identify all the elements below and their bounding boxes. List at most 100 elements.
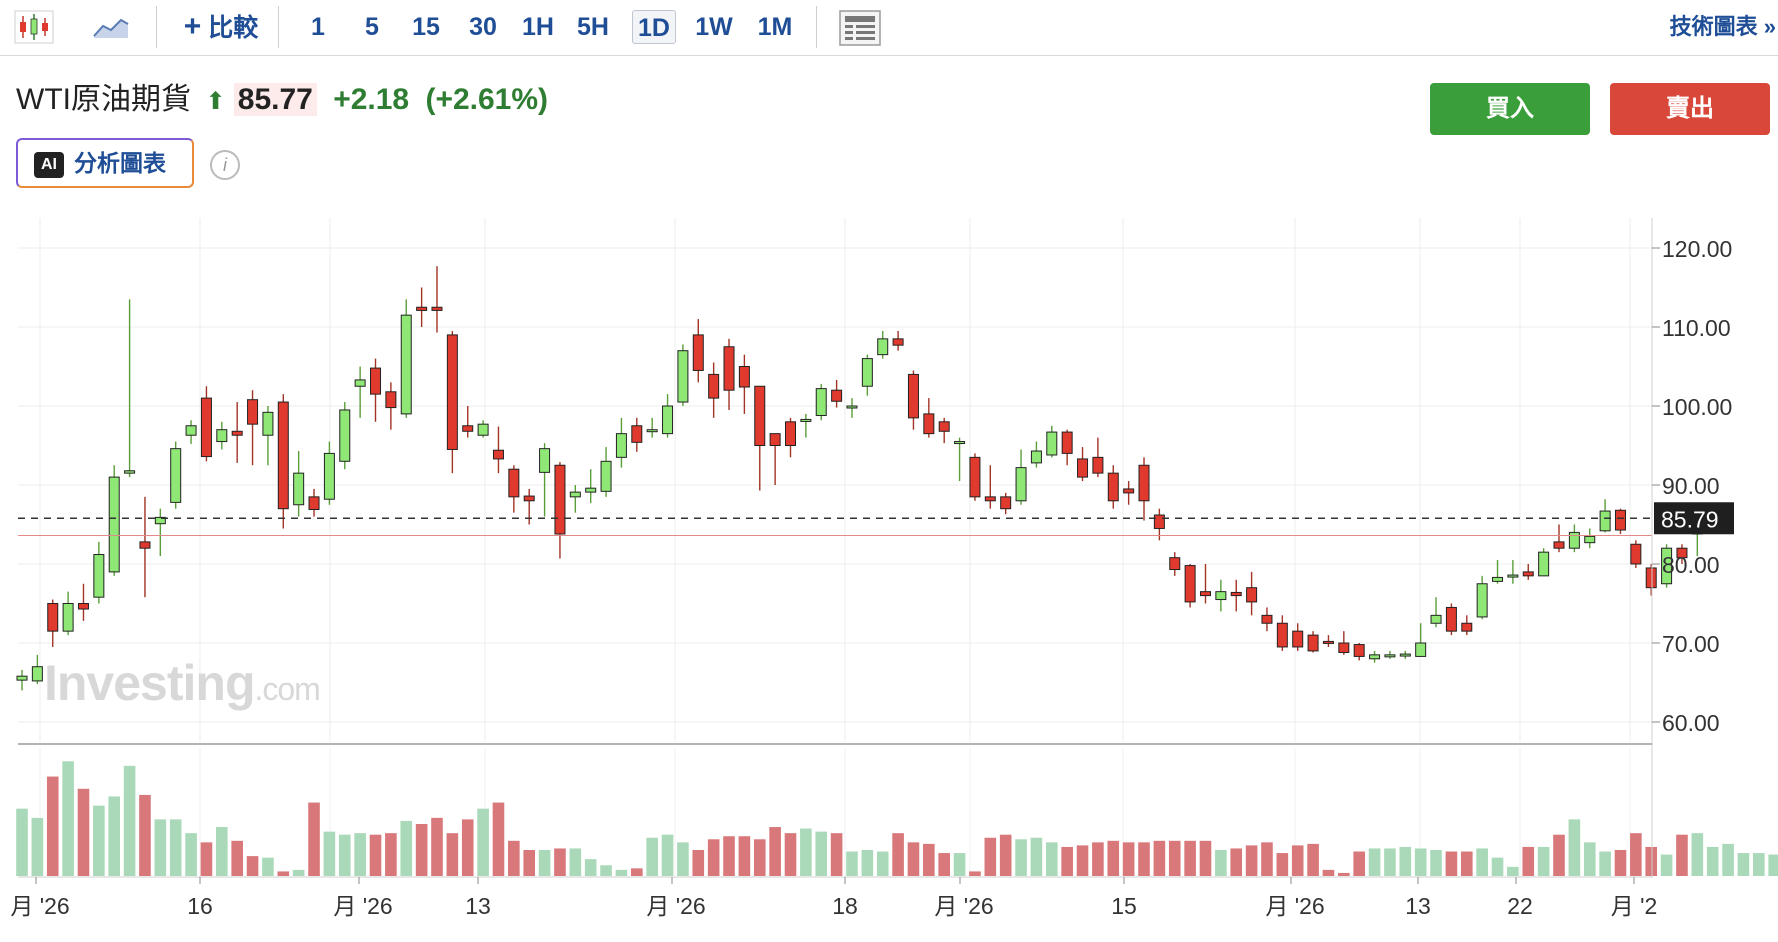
volume-bar (1030, 837, 1043, 876)
volume-bar (139, 794, 151, 876)
timeframe-15[interactable]: 15 (412, 13, 440, 41)
volume-bar (400, 820, 413, 876)
timeframe-5h[interactable]: 5H (577, 13, 609, 41)
volume-bar (323, 831, 336, 876)
volume-bar (1061, 846, 1073, 876)
timeframe-5[interactable]: 5 (365, 13, 379, 41)
volume-bar (292, 869, 305, 876)
volume-bar (1199, 840, 1212, 876)
volume-bar (615, 869, 628, 876)
candle-body (1338, 642, 1350, 653)
y-tick-label: 90.00 (1662, 473, 1720, 499)
x-tick-label: 月 '26 (934, 893, 993, 919)
volume-bar (1076, 845, 1089, 876)
volume-bar (1122, 842, 1135, 876)
x-tick-label: 22 (1507, 893, 1533, 919)
candle-body (1061, 431, 1073, 454)
timeframe-30[interactable]: 30 (469, 13, 497, 41)
timeframe-1h[interactable]: 1H (522, 13, 554, 41)
candle-body (846, 405, 858, 409)
candle-body (1614, 509, 1626, 531)
volume-bar (1660, 854, 1673, 876)
volume-bar (1630, 833, 1642, 876)
candle-body (1399, 653, 1411, 657)
layout-button[interactable] (838, 10, 882, 46)
compare-label: 比較 (208, 14, 259, 42)
timeframe-1d[interactable]: 1D (632, 10, 676, 44)
y-tick-label: 70.00 (1662, 631, 1720, 657)
volume-bar (892, 833, 904, 876)
volume-bar (953, 853, 966, 876)
volume-bar (62, 761, 74, 876)
volume-bar (907, 842, 920, 876)
volume-bar (1138, 842, 1150, 876)
volume-bar (1737, 853, 1750, 876)
candle-body (31, 666, 43, 682)
volume-bar (1583, 842, 1596, 876)
candle-body (1046, 431, 1058, 456)
timeframe-1m[interactable]: 1M (757, 13, 793, 41)
volume-bar (1338, 872, 1350, 876)
candle-body (1430, 614, 1442, 624)
volume-bar (508, 840, 520, 876)
candle-body (1077, 458, 1089, 478)
volume-bar (1507, 866, 1519, 876)
candle-body (139, 541, 151, 549)
volume-bar (1568, 819, 1581, 876)
volume-bar (231, 840, 243, 876)
candle-body (523, 495, 535, 502)
area-chart-type-button[interactable] (88, 10, 134, 44)
candle-body (1538, 551, 1550, 577)
volume-bar (308, 802, 320, 876)
x-tick-label: 18 (832, 893, 858, 919)
volume-bar (1491, 857, 1504, 876)
x-tick-label: 16 (187, 893, 213, 919)
timeframe-1w[interactable]: 1W (695, 13, 733, 41)
volume-bar (46, 776, 59, 876)
instrument-header: WTI原油期貨 ⬆ 85.77 +2.18 (+2.61%) (16, 78, 548, 122)
y-tick-label: 60.00 (1662, 710, 1720, 736)
candlestick-chart-type-button[interactable] (12, 10, 56, 44)
last-price: 85.77 (233, 83, 317, 116)
candle-body (892, 338, 904, 346)
compare-button[interactable]: + 比較 (176, 10, 266, 44)
volume-bar (800, 828, 812, 876)
volume-bar (815, 831, 828, 876)
info-icon[interactable]: i (210, 150, 240, 180)
candle-body (1630, 543, 1642, 565)
volume-bar (262, 857, 274, 876)
candle-body (677, 350, 689, 403)
candle-body (477, 423, 489, 436)
y-tick-label: 120.00 (1662, 236, 1732, 262)
candle-body (1199, 591, 1211, 597)
candle-body (954, 441, 966, 445)
buy-button[interactable]: 買入 (1430, 83, 1590, 135)
candle-body (62, 603, 74, 632)
ai-analysis-button[interactable]: AI 分析圖表 (16, 138, 194, 188)
candle-body (1353, 644, 1365, 657)
candle-body (492, 449, 504, 460)
candle-body (185, 425, 197, 436)
candle-body (308, 496, 320, 510)
candle-body (984, 496, 996, 502)
volume-bar (123, 765, 136, 876)
volume-bar (1445, 851, 1458, 876)
volume-bar (600, 865, 612, 876)
volume-bar (1215, 849, 1227, 876)
y-tick-label: 110.00 (1662, 315, 1731, 341)
volume-bar (1614, 849, 1627, 876)
candle-body (124, 470, 136, 474)
volume-bar (1645, 846, 1658, 876)
volume-bar (1691, 833, 1704, 876)
instrument-name: WTI原油期貨 (16, 83, 191, 116)
candle-body (1461, 622, 1473, 632)
timeframe-1[interactable]: 1 (311, 13, 325, 41)
volume-bar (1153, 840, 1166, 876)
candle-body (907, 373, 919, 419)
sell-button[interactable]: 賣出 (1610, 83, 1770, 135)
y-tick-label: 100.00 (1662, 394, 1732, 420)
volume-bar (369, 834, 382, 876)
tech-chart-link[interactable]: 技術圖表 » (1669, 14, 1776, 39)
candle-body (323, 452, 335, 500)
